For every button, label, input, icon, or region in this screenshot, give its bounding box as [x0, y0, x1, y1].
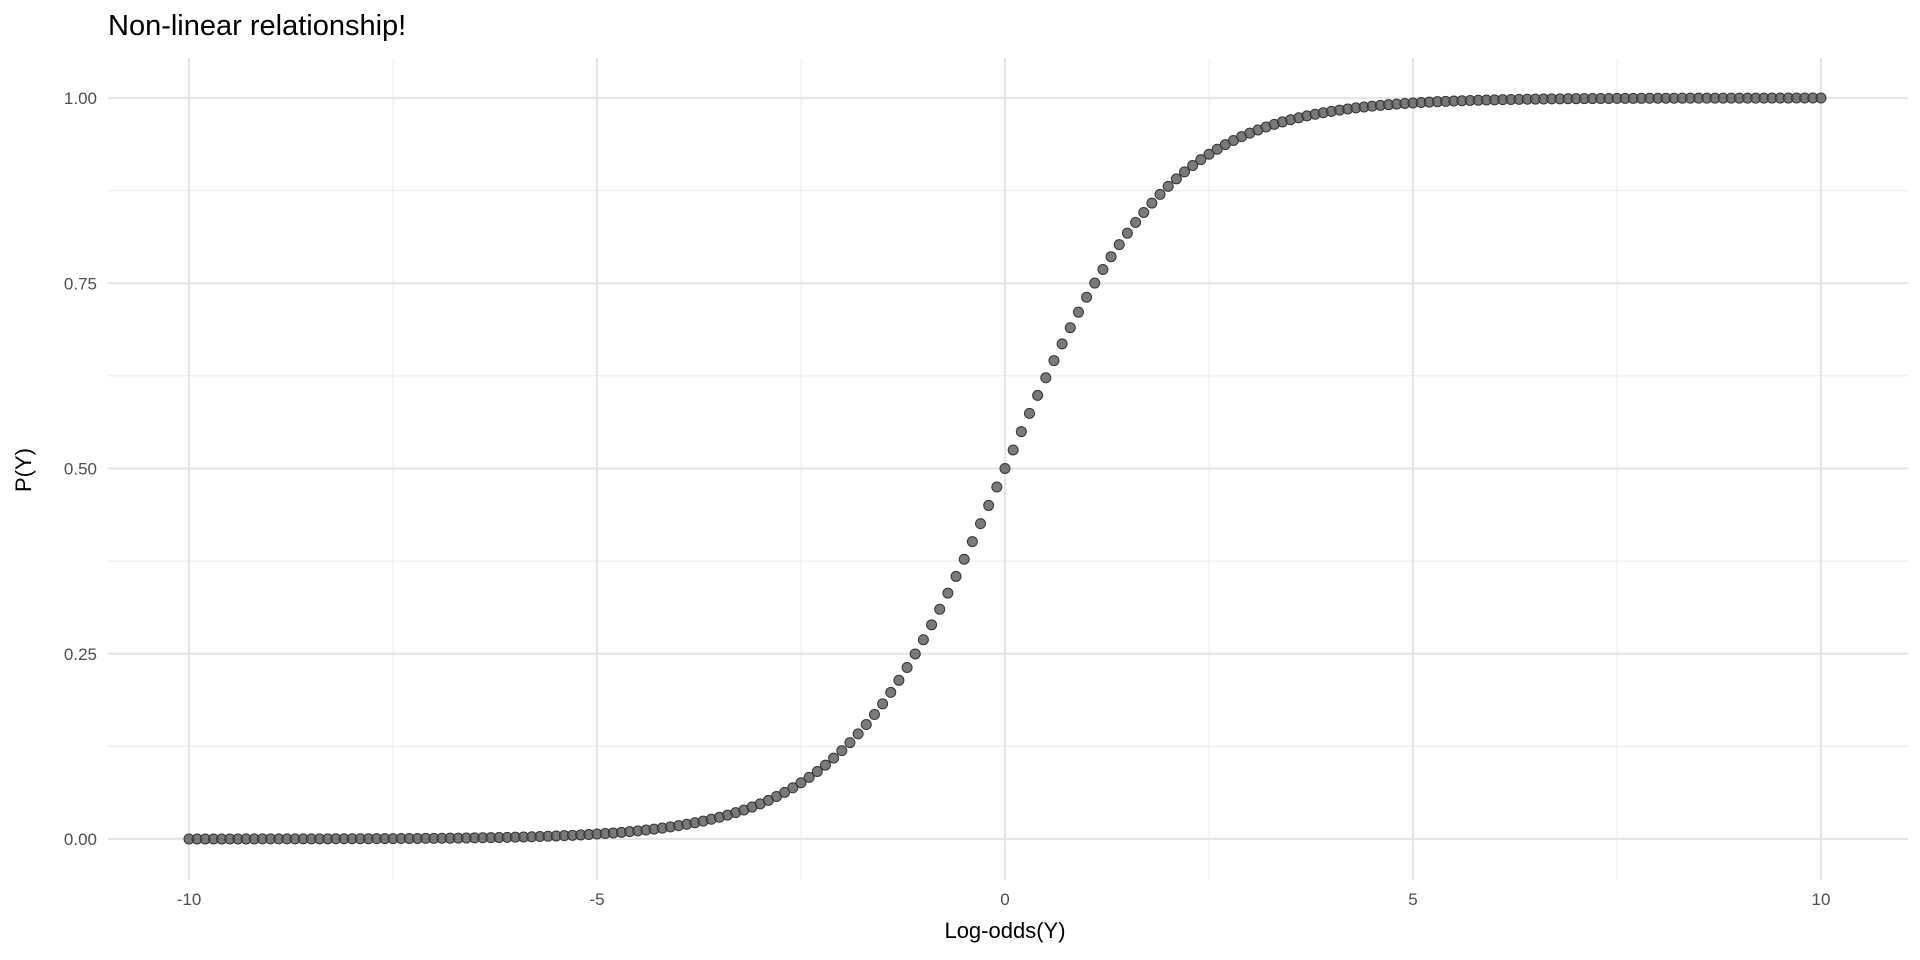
y-tick-label: 0.25 [64, 645, 97, 664]
data-point [901, 661, 913, 673]
x-axis-title: Log-odds(Y) [944, 918, 1065, 943]
data-point [893, 674, 905, 686]
data-point [1211, 143, 1223, 155]
data-point [860, 719, 872, 731]
data-point [803, 771, 815, 783]
data-point [1154, 188, 1166, 200]
data-point [1040, 372, 1052, 384]
data-point [1007, 444, 1019, 456]
data-point [885, 686, 897, 698]
data-point [1015, 426, 1027, 438]
data-point [1121, 227, 1133, 239]
data-point [811, 765, 823, 777]
data-point [991, 481, 1003, 493]
data-point [966, 536, 978, 548]
data-point [828, 752, 840, 764]
x-tick-label: 10 [1812, 890, 1831, 909]
data-point [1162, 180, 1174, 192]
data-point [868, 709, 880, 721]
y-tick-label: 0.75 [64, 274, 97, 293]
data-point [1195, 154, 1207, 166]
data-point [852, 728, 864, 740]
data-point [1105, 251, 1117, 263]
data-point [1146, 197, 1158, 209]
data-point [1187, 160, 1199, 172]
data-point [795, 777, 807, 789]
data-point [1072, 306, 1084, 318]
y-axis-title: P(Y) [11, 448, 36, 492]
data-point [1113, 239, 1125, 251]
data-point [779, 786, 791, 798]
data-point [926, 619, 938, 631]
data-point [1023, 407, 1035, 419]
data-point [1097, 264, 1109, 276]
x-tick-label: -5 [589, 890, 604, 909]
data-point [999, 463, 1011, 474]
data-point [1064, 322, 1076, 334]
data-point [1048, 355, 1060, 367]
data-point [1203, 148, 1215, 160]
data-point [942, 587, 954, 599]
data-point [877, 698, 889, 710]
y-tick-label: 0.00 [64, 830, 97, 849]
data-point [958, 553, 970, 565]
data-point [1081, 291, 1093, 303]
data-point [836, 745, 848, 757]
chart-title: Non-linear relationship! [108, 10, 407, 42]
data-point [1170, 173, 1182, 185]
data-point [819, 759, 831, 771]
x-tick-label: -10 [177, 890, 202, 909]
y-tick-label: 1.00 [64, 89, 97, 108]
data-point [1815, 92, 1827, 104]
data-point [787, 782, 799, 794]
data-point [909, 648, 921, 660]
data-point [983, 499, 995, 511]
data-point [950, 570, 962, 582]
data-point [1089, 277, 1101, 289]
data-point [1138, 206, 1150, 218]
x-tick-label: 5 [1408, 890, 1417, 909]
data-point [1056, 338, 1068, 350]
x-tick-label: 0 [1000, 890, 1009, 909]
data-point [1130, 216, 1142, 228]
data-point [1179, 166, 1191, 178]
data-point [975, 518, 987, 530]
data-point [1032, 389, 1044, 401]
data-point [844, 737, 856, 749]
data-point [917, 634, 929, 646]
y-tick-label: 0.50 [64, 460, 97, 479]
data-point [934, 603, 946, 615]
